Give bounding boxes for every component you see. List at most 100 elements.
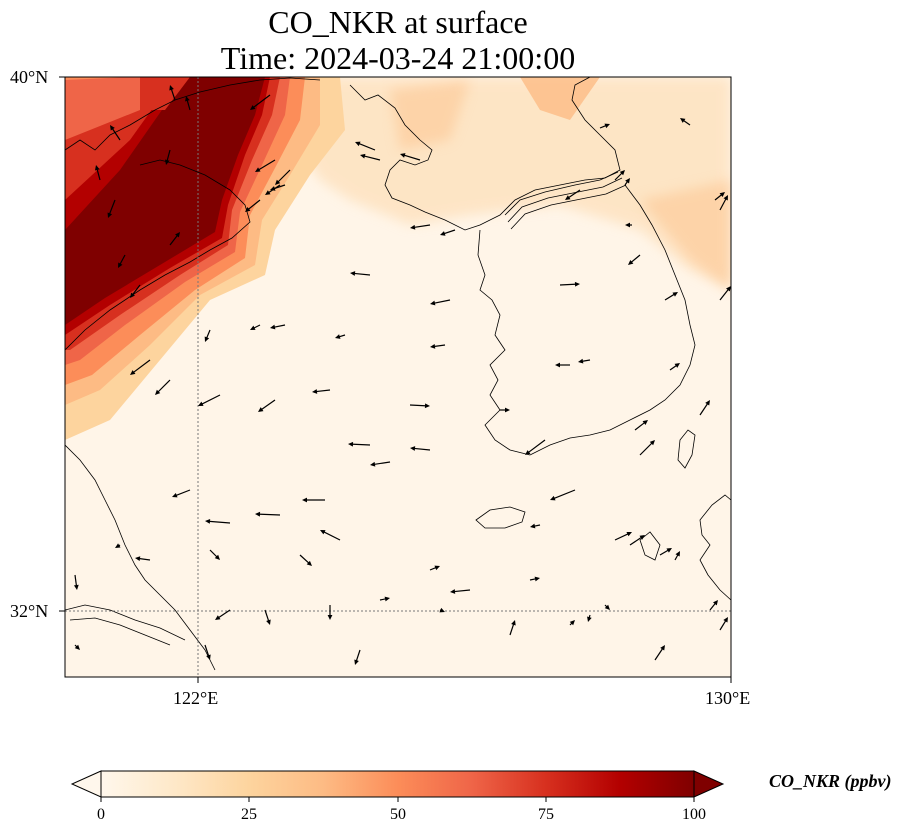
- wind-vector-head: [250, 105, 256, 110]
- wind-vector-head: [530, 523, 536, 529]
- wind-vector-head: [172, 492, 178, 498]
- wind-vector-head: [302, 497, 307, 503]
- wind-vector-head: [354, 659, 359, 665]
- wind-vector-shaft: [264, 609, 270, 623]
- wind-vector-head: [574, 281, 580, 287]
- wind-vector-head: [505, 407, 510, 413]
- wind-vector-shaft: [96, 167, 101, 181]
- wind-vector-shaft: [200, 394, 221, 406]
- wind-vector-head: [169, 85, 174, 91]
- wind-vector-shaft: [217, 609, 231, 619]
- wind-vector-shaft: [246, 199, 261, 211]
- wind-vector-shaft: [442, 229, 456, 235]
- wind-vector-head: [306, 560, 312, 566]
- wind-vector-head: [130, 370, 136, 375]
- wind-vector-head: [550, 495, 556, 501]
- wind-vector-shaft: [352, 272, 371, 276]
- wind-vector-shaft: [170, 87, 176, 101]
- wind-vector-head: [135, 556, 141, 562]
- wind-vector-shaft: [719, 287, 730, 301]
- wind-vector-head: [320, 530, 326, 535]
- plume-nw-patch: [140, 77, 190, 110]
- lon-label-right: 130°E: [705, 688, 751, 708]
- wind-vector-head: [674, 363, 680, 368]
- wind-vector-head: [270, 324, 276, 330]
- wind-vector-shaft: [412, 224, 431, 229]
- wind-vector-shaft: [272, 324, 286, 329]
- wind-vector-shaft: [552, 489, 576, 500]
- wind-vector-shaft: [699, 402, 709, 416]
- wind-vector-head: [275, 179, 281, 185]
- wind-vector-head: [680, 118, 686, 123]
- colorbar-gradient: [101, 771, 694, 797]
- wind-vector-shaft: [156, 379, 171, 394]
- colorbar-tick-50: 50: [390, 806, 406, 823]
- wind-vector-shaft: [362, 155, 381, 161]
- wind-vector-shaft: [350, 443, 371, 446]
- wind-vector-shaft: [260, 399, 276, 411]
- wind-vector-head: [424, 403, 430, 409]
- wind-vector-shaft: [314, 389, 331, 393]
- wind-vector-head: [107, 212, 113, 218]
- colorbar-label: CO_NKR (ppbv): [769, 771, 892, 791]
- wind-vector-head: [185, 96, 190, 102]
- colorbar-tick-25: 25: [241, 806, 257, 823]
- wind-vector-shaft: [719, 619, 727, 631]
- wind-vector-shaft: [137, 557, 151, 561]
- wind-vector-shaft: [132, 359, 151, 374]
- plume-core: [65, 77, 265, 325]
- wind-vector-head: [604, 123, 610, 129]
- wind-vector-head: [164, 159, 170, 165]
- lat-label-bottom: 32°N: [10, 601, 49, 621]
- map-time: Time: 2024-03-24 21:00:00: [220, 40, 576, 76]
- wind-vector-head: [255, 167, 261, 172]
- map-frame: [64, 76, 732, 678]
- colorbar: [70, 770, 725, 802]
- wind-vector-head: [534, 576, 540, 582]
- axis-ticks: [59, 76, 732, 683]
- wind-vector-head: [266, 619, 271, 625]
- wind-vector-head: [110, 125, 115, 131]
- wind-vector-head: [625, 222, 630, 228]
- wind-vector-head: [348, 441, 354, 447]
- wind-vector-shaft: [629, 536, 643, 546]
- wind-vector-head: [439, 607, 445, 613]
- wind-vector-head: [73, 584, 79, 590]
- wind-vector-shaft: [452, 589, 471, 593]
- map-title: CO_NKR at surface: [268, 4, 528, 40]
- wind-vector-head: [666, 548, 672, 553]
- wind-vector-head: [639, 535, 645, 540]
- wind-vector-head: [440, 231, 446, 236]
- wind-vector-shaft: [372, 461, 391, 466]
- colorbar-tick-75: 75: [538, 806, 554, 823]
- wind-vector-head: [705, 400, 710, 406]
- wind-vector-shaft: [276, 169, 291, 184]
- wind-vector-shaft: [299, 554, 311, 565]
- wind-vector-head: [626, 531, 632, 537]
- wind-vector-shaft: [257, 159, 276, 171]
- map-panel: [65, 77, 731, 677]
- wind-vector-shaft: [432, 344, 446, 348]
- wind-vector-head: [723, 617, 728, 623]
- wind-vector-head: [430, 343, 436, 349]
- wind-vector-head: [206, 654, 211, 660]
- wind-vector-shaft: [108, 199, 116, 216]
- coastlines: [65, 77, 731, 671]
- wind-vector-shaft: [654, 647, 664, 661]
- wind-vector-head: [312, 389, 318, 394]
- wind-vector-shaft: [204, 644, 210, 658]
- colorbar-extend-max: [693, 770, 725, 798]
- wind-vector-head: [175, 232, 180, 238]
- colorbar-tick-100: 100: [682, 806, 706, 823]
- wind-vector-head: [130, 292, 135, 298]
- wind-vector-head: [619, 170, 625, 176]
- wind-vector-head: [642, 420, 648, 425]
- wind-vector-head: [625, 178, 630, 184]
- wind-vector-head: [270, 186, 276, 191]
- wind-vector-head: [214, 554, 220, 560]
- wind-vector-head: [204, 336, 210, 342]
- wind-vector-shaft: [322, 530, 341, 541]
- wind-vector-shaft: [272, 184, 286, 190]
- wind-vector-head: [265, 190, 271, 195]
